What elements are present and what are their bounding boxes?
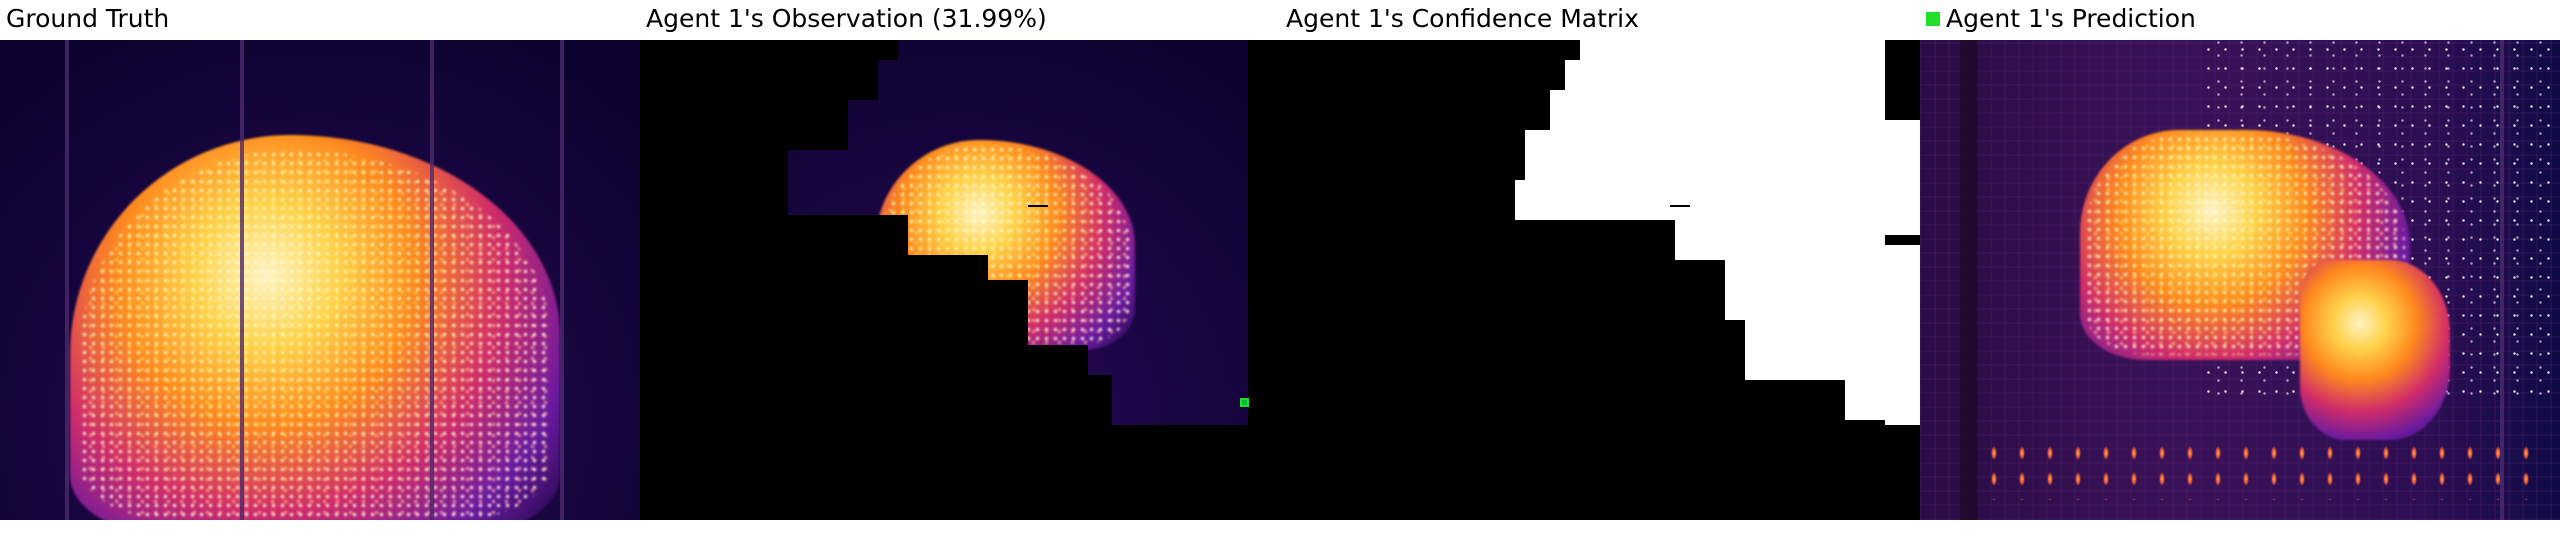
confident-region-9	[1885, 120, 1920, 425]
prediction-title: Agent 1's Prediction	[1946, 4, 2196, 33]
mask-bottom-mid-3	[1028, 345, 1088, 520]
pole-right	[430, 40, 434, 520]
agent-position-icon	[1240, 398, 1249, 407]
prediction-image	[1920, 40, 2560, 520]
mask-bottom-left	[788, 215, 908, 520]
pole-center	[240, 40, 244, 520]
observation-image	[640, 40, 1280, 520]
confident-region-1	[1565, 60, 1885, 90]
predicted-fire-tail	[2300, 260, 2450, 440]
mask-right-strip	[1248, 40, 1280, 520]
mask-left	[640, 40, 788, 520]
legend-swatch-icon	[1926, 12, 1940, 26]
pole-left	[65, 40, 69, 520]
confidence-matrix	[1280, 40, 1920, 520]
confident-region-3	[1525, 130, 1885, 180]
confident-region-6	[1725, 260, 1885, 320]
fire-texture	[80, 150, 550, 520]
mask-bottom-mid	[908, 255, 988, 520]
confidence-title: Agent 1's Confidence Matrix	[1286, 4, 1639, 33]
pole-far-right	[560, 40, 564, 520]
unconfident-notch-2	[1885, 40, 1920, 120]
confident-region-7	[1745, 320, 1885, 380]
mask-bottom-mid-2	[988, 280, 1028, 520]
confident-region-8	[1845, 380, 1885, 420]
confident-region-5	[1675, 220, 1885, 260]
pred-pole-left	[1960, 40, 1978, 520]
mask-bottom-right	[1088, 375, 1112, 520]
predicted-bottom-flames	[1980, 440, 2540, 500]
ground-truth-image	[0, 40, 640, 520]
confident-region-4	[1515, 180, 1885, 220]
confident-region-top	[1580, 40, 1885, 60]
confident-region-2	[1550, 90, 1885, 130]
prediction-title-row: Agent 1's Prediction	[1926, 2, 2196, 36]
observation-title: Agent 1's Observation (31.99%)	[646, 4, 1047, 33]
pred-pole-right	[2500, 40, 2504, 520]
mask-dash	[1028, 205, 1048, 207]
mask-top-left-3	[788, 40, 898, 60]
unconfident-notch	[1885, 235, 1920, 245]
ground-truth-title: Ground Truth	[6, 4, 170, 33]
confidence-dash	[1670, 205, 1690, 207]
